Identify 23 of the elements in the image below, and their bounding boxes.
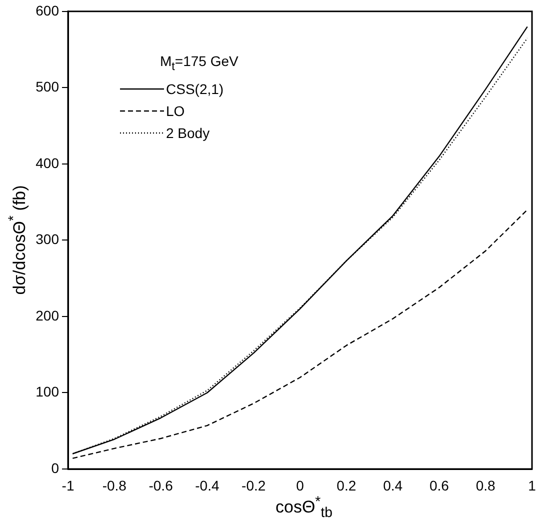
x-tick-label: 0.8: [476, 477, 496, 494]
x-tick-label: -0.6: [148, 477, 174, 494]
y-tick-label: 500: [36, 78, 60, 95]
x-tick-label: 0.2: [336, 477, 356, 494]
y-tick-label: 200: [36, 307, 60, 324]
x-tick-label: -0.4: [195, 477, 220, 494]
x-tick-label: 1: [528, 477, 536, 494]
legend-label: 2 Body: [166, 124, 210, 143]
legend-label: LO: [166, 102, 185, 121]
y-tick-label: 400: [36, 154, 60, 171]
legend-label: CSS(2,1): [166, 80, 224, 99]
legend-title: M$_{t}$=175 GeV: [159, 52, 238, 75]
line-series: [72, 209, 528, 459]
y-tick-label: 300: [36, 231, 60, 248]
y-tick-label: 0: [51, 460, 60, 476]
y-tick-label: 100: [36, 384, 60, 400]
x-tick-label: -0.2: [242, 477, 266, 494]
y-tick-label: 600: [36, 2, 60, 18]
x-tick-label: -0.8: [102, 477, 127, 494]
x-tick-label: 0: [296, 477, 304, 494]
x-tick-label: 0.4: [383, 477, 403, 494]
x-tick-label: -1: [62, 477, 74, 494]
x-tick-label: 0.6: [429, 477, 450, 494]
